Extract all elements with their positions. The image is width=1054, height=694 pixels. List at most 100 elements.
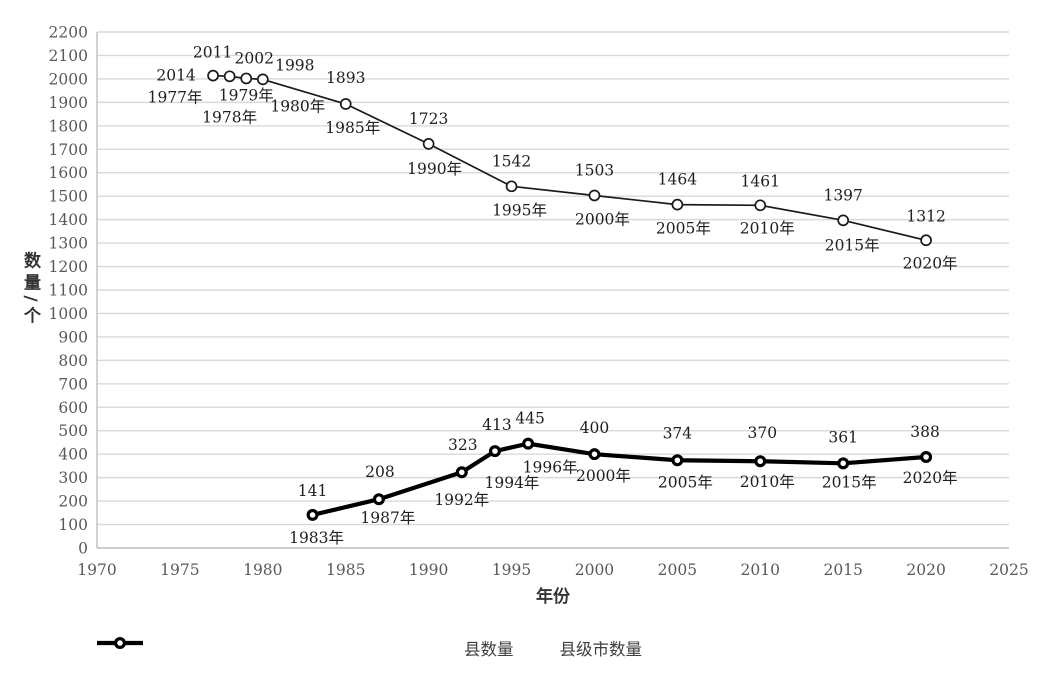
data-point (522, 437, 535, 450)
data-point (588, 448, 601, 461)
year-label: 1995年 (492, 201, 547, 219)
thick-line-open-circle-icon (97, 636, 143, 650)
value-label: 445 (515, 410, 545, 428)
year-label: 2000年 (575, 210, 630, 228)
x-tick-label: 2020 (906, 561, 945, 579)
data-point (754, 455, 767, 468)
legend-item-county: 县数量 (97, 636, 514, 660)
value-label: 1893 (326, 69, 365, 87)
x-tick-label: 2000 (575, 561, 614, 579)
y-tick-label: 2000 (49, 70, 88, 88)
x-tick-label: 2005 (658, 561, 697, 579)
x-axis-title: 年份 (536, 587, 570, 607)
data-point (422, 138, 435, 150)
value-label: 388 (910, 423, 940, 441)
value-label: 1998 (275, 56, 314, 74)
value-label: 1464 (658, 171, 698, 189)
value-label: 1397 (823, 186, 862, 204)
data-point (920, 450, 933, 463)
year-label: 1992年 (434, 491, 489, 509)
x-tick-label: 1990 (409, 561, 448, 579)
data-point (223, 70, 236, 83)
y-tick-label: 600 (58, 399, 88, 417)
year-label: 2015年 (822, 473, 877, 491)
value-label: 1542 (492, 152, 531, 170)
year-label: 2015年 (825, 236, 880, 254)
data-point (339, 98, 352, 110)
value-label: 374 (663, 424, 693, 442)
year-label: 1979年 (219, 86, 274, 104)
data-point (754, 199, 767, 212)
value-label: 1503 (575, 161, 614, 179)
y-tick-label: 300 (58, 469, 88, 487)
data-point (488, 445, 501, 458)
value-label: 1461 (741, 172, 780, 190)
y-tick-label: 200 (58, 493, 88, 511)
value-label: 370 (747, 424, 777, 442)
data-point (256, 73, 269, 86)
value-label: 1723 (409, 110, 448, 128)
year-label: 1996年 (523, 459, 578, 477)
x-tick-label: 1980 (243, 561, 282, 579)
data-point (588, 189, 601, 202)
data-point (207, 69, 219, 82)
x-tick-label: 2010 (741, 561, 780, 579)
legend-item-county-city: 县级市数量 (97, 636, 643, 660)
y-tick-label: 1100 (49, 282, 88, 300)
value-label: 2011 (193, 43, 232, 61)
year-label: 1985年 (325, 119, 380, 137)
y-tick-label: 2100 (49, 47, 88, 65)
y-tick-label: 1600 (49, 164, 88, 182)
y-tick-label: 800 (58, 352, 88, 370)
legend: 县数量 县级市数量 (97, 636, 1009, 660)
y-axis-title: 数量/个 (20, 251, 40, 329)
y-tick-label: 0 (78, 540, 88, 558)
year-label: 1978年 (202, 108, 257, 126)
y-tick-label: 2200 (49, 24, 88, 42)
y-tick-label: 400 (58, 446, 88, 464)
y-tick-label: 900 (58, 328, 88, 346)
y-tick-label: 100 (58, 516, 88, 534)
year-label: 2000年 (576, 467, 631, 485)
value-label: 2014 (156, 67, 196, 85)
year-label: 1977年 (148, 89, 203, 107)
x-tick-label: 1995 (492, 561, 531, 579)
data-point (671, 454, 684, 467)
value-label: 1312 (906, 207, 945, 225)
value-label: 361 (828, 428, 858, 446)
series-line-县级市数量 (312, 441, 927, 517)
value-label: 141 (298, 482, 328, 500)
year-label: 2005年 (658, 473, 713, 491)
year-label: 1990年 (407, 160, 462, 178)
data-point (306, 508, 319, 521)
data-point (505, 180, 518, 193)
x-tick-label: 2025 (989, 561, 1028, 579)
y-tick-label: 1400 (49, 211, 88, 229)
x-tick-label: 2015 (823, 561, 862, 579)
year-label: 2020年 (903, 254, 958, 272)
year-label: 2020年 (903, 469, 958, 487)
legend-label-county-city: 县级市数量 (559, 640, 643, 659)
data-point (920, 234, 932, 247)
y-tick-label: 1500 (49, 188, 88, 206)
y-tick-label: 1800 (49, 117, 88, 135)
data-point (240, 72, 253, 85)
legend-label-county: 县数量 (464, 640, 514, 659)
value-label: 208 (365, 463, 395, 481)
y-tick-label: 1900 (49, 94, 88, 112)
x-tick-label: 1975 (160, 561, 199, 579)
value-label: 413 (482, 416, 512, 434)
year-label: 2010年 (740, 219, 795, 237)
data-point (372, 493, 385, 506)
year-label: 2005年 (656, 220, 711, 238)
y-tick-label: 1000 (49, 305, 88, 323)
y-tick-label: 1700 (49, 141, 88, 159)
data-point (837, 214, 850, 227)
data-point (455, 466, 468, 479)
value-label: 323 (448, 436, 478, 454)
value-label: 2002 (235, 49, 274, 67)
data-point (671, 198, 684, 211)
x-tick-label: 1985 (326, 561, 365, 579)
